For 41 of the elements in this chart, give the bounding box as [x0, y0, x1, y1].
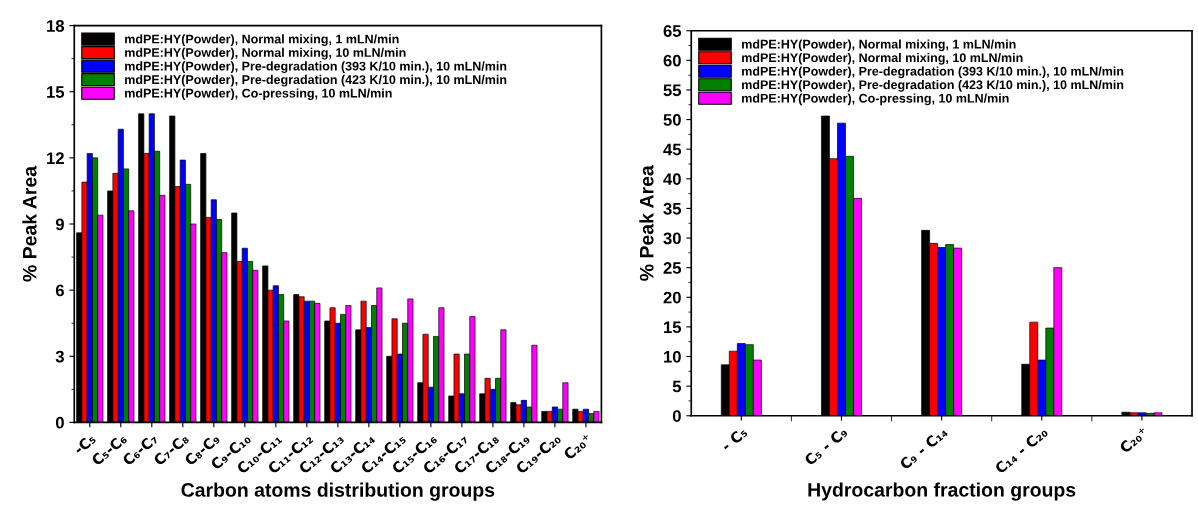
x-tick-label: - C₅: [720, 426, 748, 452]
legend-label: mdPE:HY(Powder), Co-pressing, 10 mLN/min: [742, 93, 1009, 106]
y-axis-title: % Peak Area: [22, 165, 37, 282]
y-tick-label: 3: [55, 350, 64, 363]
y-tick-label: 5: [672, 380, 682, 393]
legend-label: mdPE:HY(Powder), Pre-degradation (393 K/10 min.), 10 mLN/min: [742, 66, 1124, 79]
y-tick-label: 15: [47, 86, 65, 98]
y-tick-label: 50: [663, 113, 681, 126]
legend-label: mdPE:HY(Powder), Pre-degradation (393 K/10 min.), 10 mLN/min: [125, 61, 507, 74]
y-tick-label: 0: [672, 410, 681, 422]
legend-label: mdPE:HY(Powder), Normal mixing, 1 mLN/min: [742, 39, 1016, 52]
y-tick-label: 25: [663, 262, 682, 274]
x-axis-title: Carbon atoms distribution groups: [181, 482, 495, 501]
y-tick-label: 12: [47, 152, 64, 164]
y-tick-label: 0: [55, 416, 64, 429]
legend-label: mdPE:HY(Powder), Normal mixing, 1 mLN/min: [125, 34, 399, 46]
x-tick-label: C₂₀⁺: [1118, 426, 1149, 454]
x-tick-label: C₁₄ - C₂₀: [994, 426, 1049, 475]
y-axis-title: % Peak Area: [639, 165, 654, 281]
y-tick-label: 18: [47, 20, 65, 32]
x-tick-label: C₂₀⁺: [562, 432, 593, 461]
y-tick-label: 60: [663, 54, 681, 67]
y-tick-label: 30: [663, 232, 681, 245]
legend-label: mdPE:HY(Powder), Pre-degradation (423 K/10 min.), 10 mLN/min: [742, 79, 1124, 92]
y-tick-label: 65: [663, 25, 682, 37]
legend-label: mdPE:HY(Powder), Normal mixing, 10 mLN/min: [742, 52, 1023, 65]
legend-label: mdPE:HY(Powder), Normal mixing, 10 mLN/min: [125, 47, 406, 60]
legend-label: mdPE:HY(Powder), Pre-degradation (423 K/10 min.), 10 mLN/min: [125, 74, 507, 87]
y-tick-label: 10: [664, 350, 681, 363]
y-tick-label: 55: [663, 84, 682, 97]
x-tick-label: C₉ - C₁₄: [898, 426, 949, 471]
y-tick-label: 45: [663, 143, 682, 156]
x-axis-title: Hydrocarbon fraction groups: [808, 482, 1076, 501]
y-tick-label: 6: [55, 284, 64, 297]
y-tick-label: 20: [663, 291, 681, 304]
x-tick-label: C₅ - C₉: [803, 426, 849, 467]
legend-label: mdPE:HY(Powder), Co-pressing, 10 mLN/min: [125, 88, 392, 101]
y-tick-label: 35: [663, 202, 682, 215]
y-tick-label: 9: [55, 218, 64, 231]
y-tick-label: 15: [664, 321, 682, 334]
y-tick-label: 40: [663, 173, 681, 186]
